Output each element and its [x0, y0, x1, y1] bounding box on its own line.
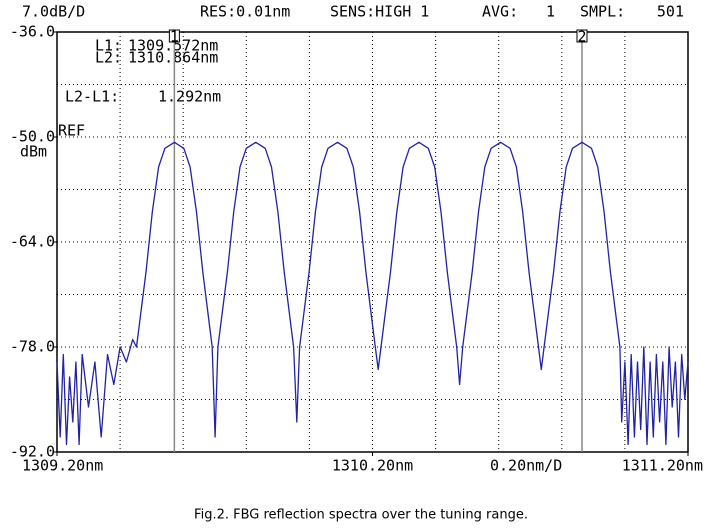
- y-tick-label: -78.0: [10, 338, 55, 356]
- header-sens: SENS:HIGH 1: [330, 3, 429, 21]
- delta-name: L2-L1:: [65, 88, 119, 106]
- header-smpl-label: SMPL:: [580, 3, 625, 21]
- ref-label: REF: [58, 122, 85, 140]
- x-scale-label: 0.20nm/D: [490, 457, 562, 475]
- x-tick-label: 1311.20nm: [622, 457, 703, 475]
- header-avg-label: AVG:: [482, 3, 518, 21]
- y-tick-label: -64.0: [10, 233, 55, 251]
- marker-box: [576, 29, 588, 43]
- header-smpl: 501: [657, 3, 684, 21]
- x-tick-label: 1310.20nm: [332, 457, 413, 475]
- y-tick-label: -36.0: [10, 23, 55, 41]
- y-tick-label: -50.0: [10, 128, 55, 146]
- readout-name: L1:: [95, 37, 122, 55]
- marker-label: 2: [577, 28, 586, 46]
- y-unit: dBm: [20, 143, 47, 161]
- y-tick-label: -92.0: [10, 443, 55, 461]
- caption: Fig.2. FBG reflection spectra over the t…: [194, 508, 528, 523]
- readout-name: L2:: [95, 49, 122, 67]
- readout-value: 1309.572nm: [128, 37, 218, 55]
- marker-label: 1: [170, 28, 179, 46]
- header-scale: 7.0dB/D: [22, 3, 85, 21]
- readout-value: 1310.864nm: [128, 49, 218, 67]
- spectrum-trace: [56, 141, 689, 446]
- header-res: RES:0.01nm: [200, 3, 290, 21]
- marker-box: [168, 29, 180, 43]
- x-tick-label: 1309.20nm: [22, 457, 103, 475]
- header-avg: 1: [546, 3, 555, 21]
- delta-value: 1.292nm: [158, 88, 221, 106]
